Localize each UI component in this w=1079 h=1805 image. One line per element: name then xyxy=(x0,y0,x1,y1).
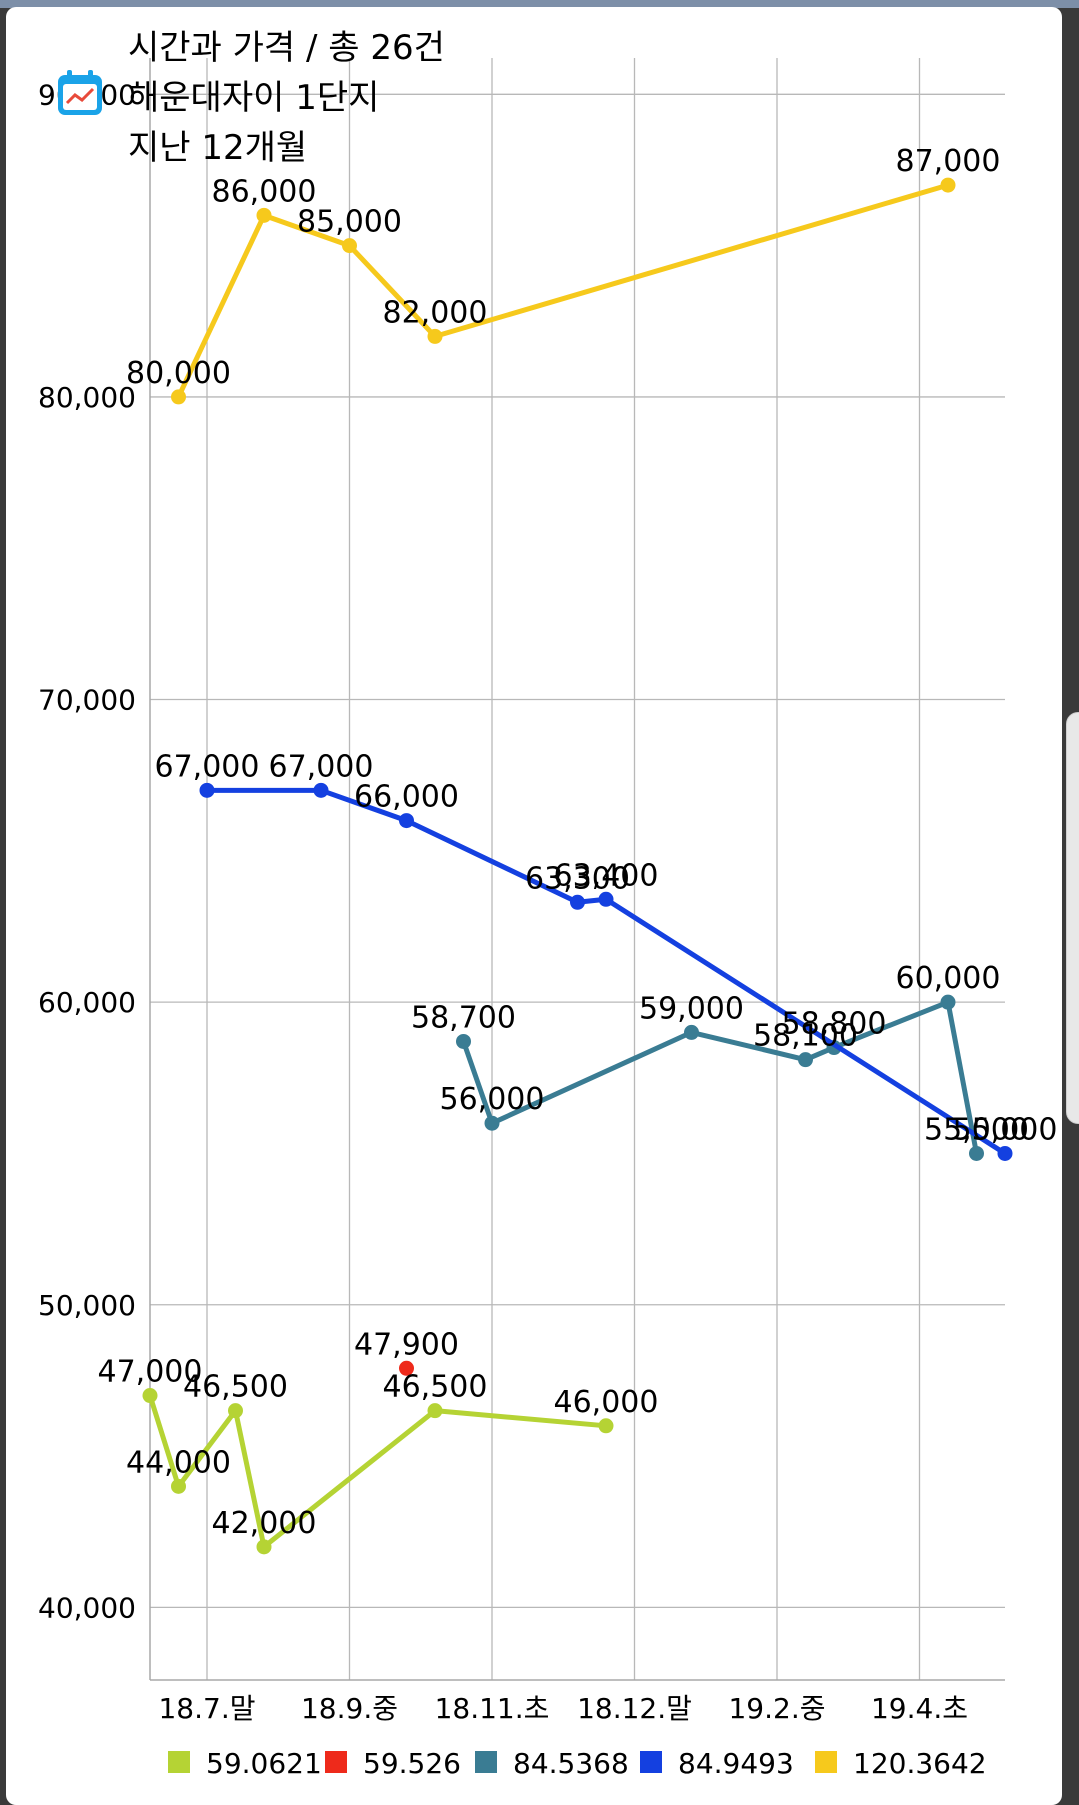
data-point[interactable] xyxy=(969,1145,984,1161)
legend-label: 59.0621 xyxy=(206,1747,322,1780)
data-label: 63,400 xyxy=(554,858,659,893)
x-tick-label: 19.4.초 xyxy=(871,1692,968,1725)
data-label: 85,000 xyxy=(297,205,402,240)
data-point[interactable] xyxy=(313,782,329,798)
chart-title-line-3: 지난 12개월 xyxy=(128,128,308,168)
x-tick-label: 18.11.초 xyxy=(435,1692,550,1725)
data-point[interactable] xyxy=(342,238,357,254)
data-label: 87,000 xyxy=(896,144,1001,179)
data-label: 46,500 xyxy=(383,1370,488,1405)
data-label: 46,000 xyxy=(554,1385,659,1420)
data-point[interactable] xyxy=(684,1024,699,1040)
y-tick-label: 70,000 xyxy=(38,684,136,717)
data-label: 58,700 xyxy=(411,1000,516,1035)
data-label: 59,000 xyxy=(639,991,744,1026)
data-point[interactable] xyxy=(598,891,614,907)
data-point[interactable] xyxy=(456,1033,471,1049)
series xyxy=(142,177,1013,1555)
legend-swatch xyxy=(475,1751,497,1773)
data-point[interactable] xyxy=(598,1418,614,1434)
data-point[interactable] xyxy=(940,994,956,1010)
series-line xyxy=(176,182,951,400)
data-point[interactable] xyxy=(798,1052,813,1068)
series-line xyxy=(204,787,1008,1156)
data-point[interactable] xyxy=(171,1478,186,1494)
data-point[interactable] xyxy=(199,782,215,798)
data-point[interactable] xyxy=(570,894,585,910)
legend-label: 120.3642 xyxy=(853,1747,987,1780)
legend-label: 84.5368 xyxy=(513,1747,629,1780)
y-tick-label: 50,000 xyxy=(38,1289,136,1322)
data-label: 60,000 xyxy=(896,961,1001,996)
data-label: 46,500 xyxy=(183,1370,288,1405)
y-tick-label: 60,000 xyxy=(38,986,136,1019)
legend-label: 59.526 xyxy=(363,1747,461,1780)
data-label: 55,000 xyxy=(953,1112,1058,1147)
x-tick-label: 19.2.중 xyxy=(728,1692,825,1725)
data-label: 80,000 xyxy=(126,356,231,391)
data-label: 42,000 xyxy=(212,1506,317,1541)
grid xyxy=(150,58,1005,1680)
data-label: 47,900 xyxy=(354,1327,459,1362)
data-point[interactable] xyxy=(484,1115,500,1131)
data-label: 86,000 xyxy=(212,174,317,209)
data-label: 63,300 xyxy=(525,861,630,896)
data-point[interactable] xyxy=(940,177,956,193)
legend-label: 84.9493 xyxy=(678,1747,794,1780)
data-point[interactable] xyxy=(228,1403,243,1419)
data-point[interactable] xyxy=(427,1403,443,1419)
data-point[interactable] xyxy=(427,328,443,344)
series-line xyxy=(147,1393,609,1550)
legend-swatch xyxy=(325,1751,347,1773)
data-point[interactable] xyxy=(171,389,186,405)
data-point[interactable] xyxy=(997,1145,1013,1161)
data-label: 66,000 xyxy=(354,780,459,815)
axes: 40,00050,00060,00070,00080,00090,00018.7… xyxy=(38,58,1005,1725)
data-labels: 47,000 44,000 46,500 42,000 46,500 46,000 47,9… xyxy=(98,144,1058,1541)
x-tick-label: 18.9.중 xyxy=(301,1692,398,1725)
data-label: 67,000 xyxy=(269,749,374,784)
data-label: 44,000 xyxy=(126,1445,231,1480)
data-point[interactable] xyxy=(256,207,272,223)
legend-swatch xyxy=(168,1751,190,1773)
data-label: 58,100 xyxy=(753,1019,858,1054)
legend: 59.0621 59.526 84.5368 84.9493 120.3642 xyxy=(168,1747,987,1780)
data-label: 47,000 xyxy=(98,1355,203,1390)
data-label: 58,800 xyxy=(782,1007,887,1042)
top-edge-bar xyxy=(0,0,1079,8)
x-tick-label: 18.12.말 xyxy=(577,1692,692,1725)
data-point[interactable] xyxy=(256,1539,272,1555)
y-tick-label: 80,000 xyxy=(38,381,136,414)
data-label: 82,000 xyxy=(383,295,488,330)
y-tick-label: 40,000 xyxy=(38,1591,136,1624)
data-point[interactable] xyxy=(399,813,414,829)
data-label: 56,000 xyxy=(440,1082,545,1117)
data-point[interactable] xyxy=(142,1388,158,1404)
legend-swatch xyxy=(640,1751,662,1773)
chart-title-line-1: 시간과 가격 / 총 26건 xyxy=(128,28,445,68)
data-label: 67,000 xyxy=(155,749,260,784)
data-label: 55,000 xyxy=(924,1112,1029,1147)
legend-swatch xyxy=(815,1751,837,1773)
data-point[interactable] xyxy=(399,1360,414,1376)
calendar-chart-icon xyxy=(55,68,105,118)
x-tick-label: 18.7.말 xyxy=(158,1692,255,1725)
chart-title-line-2: 해운대자이 1단지 xyxy=(128,78,380,118)
